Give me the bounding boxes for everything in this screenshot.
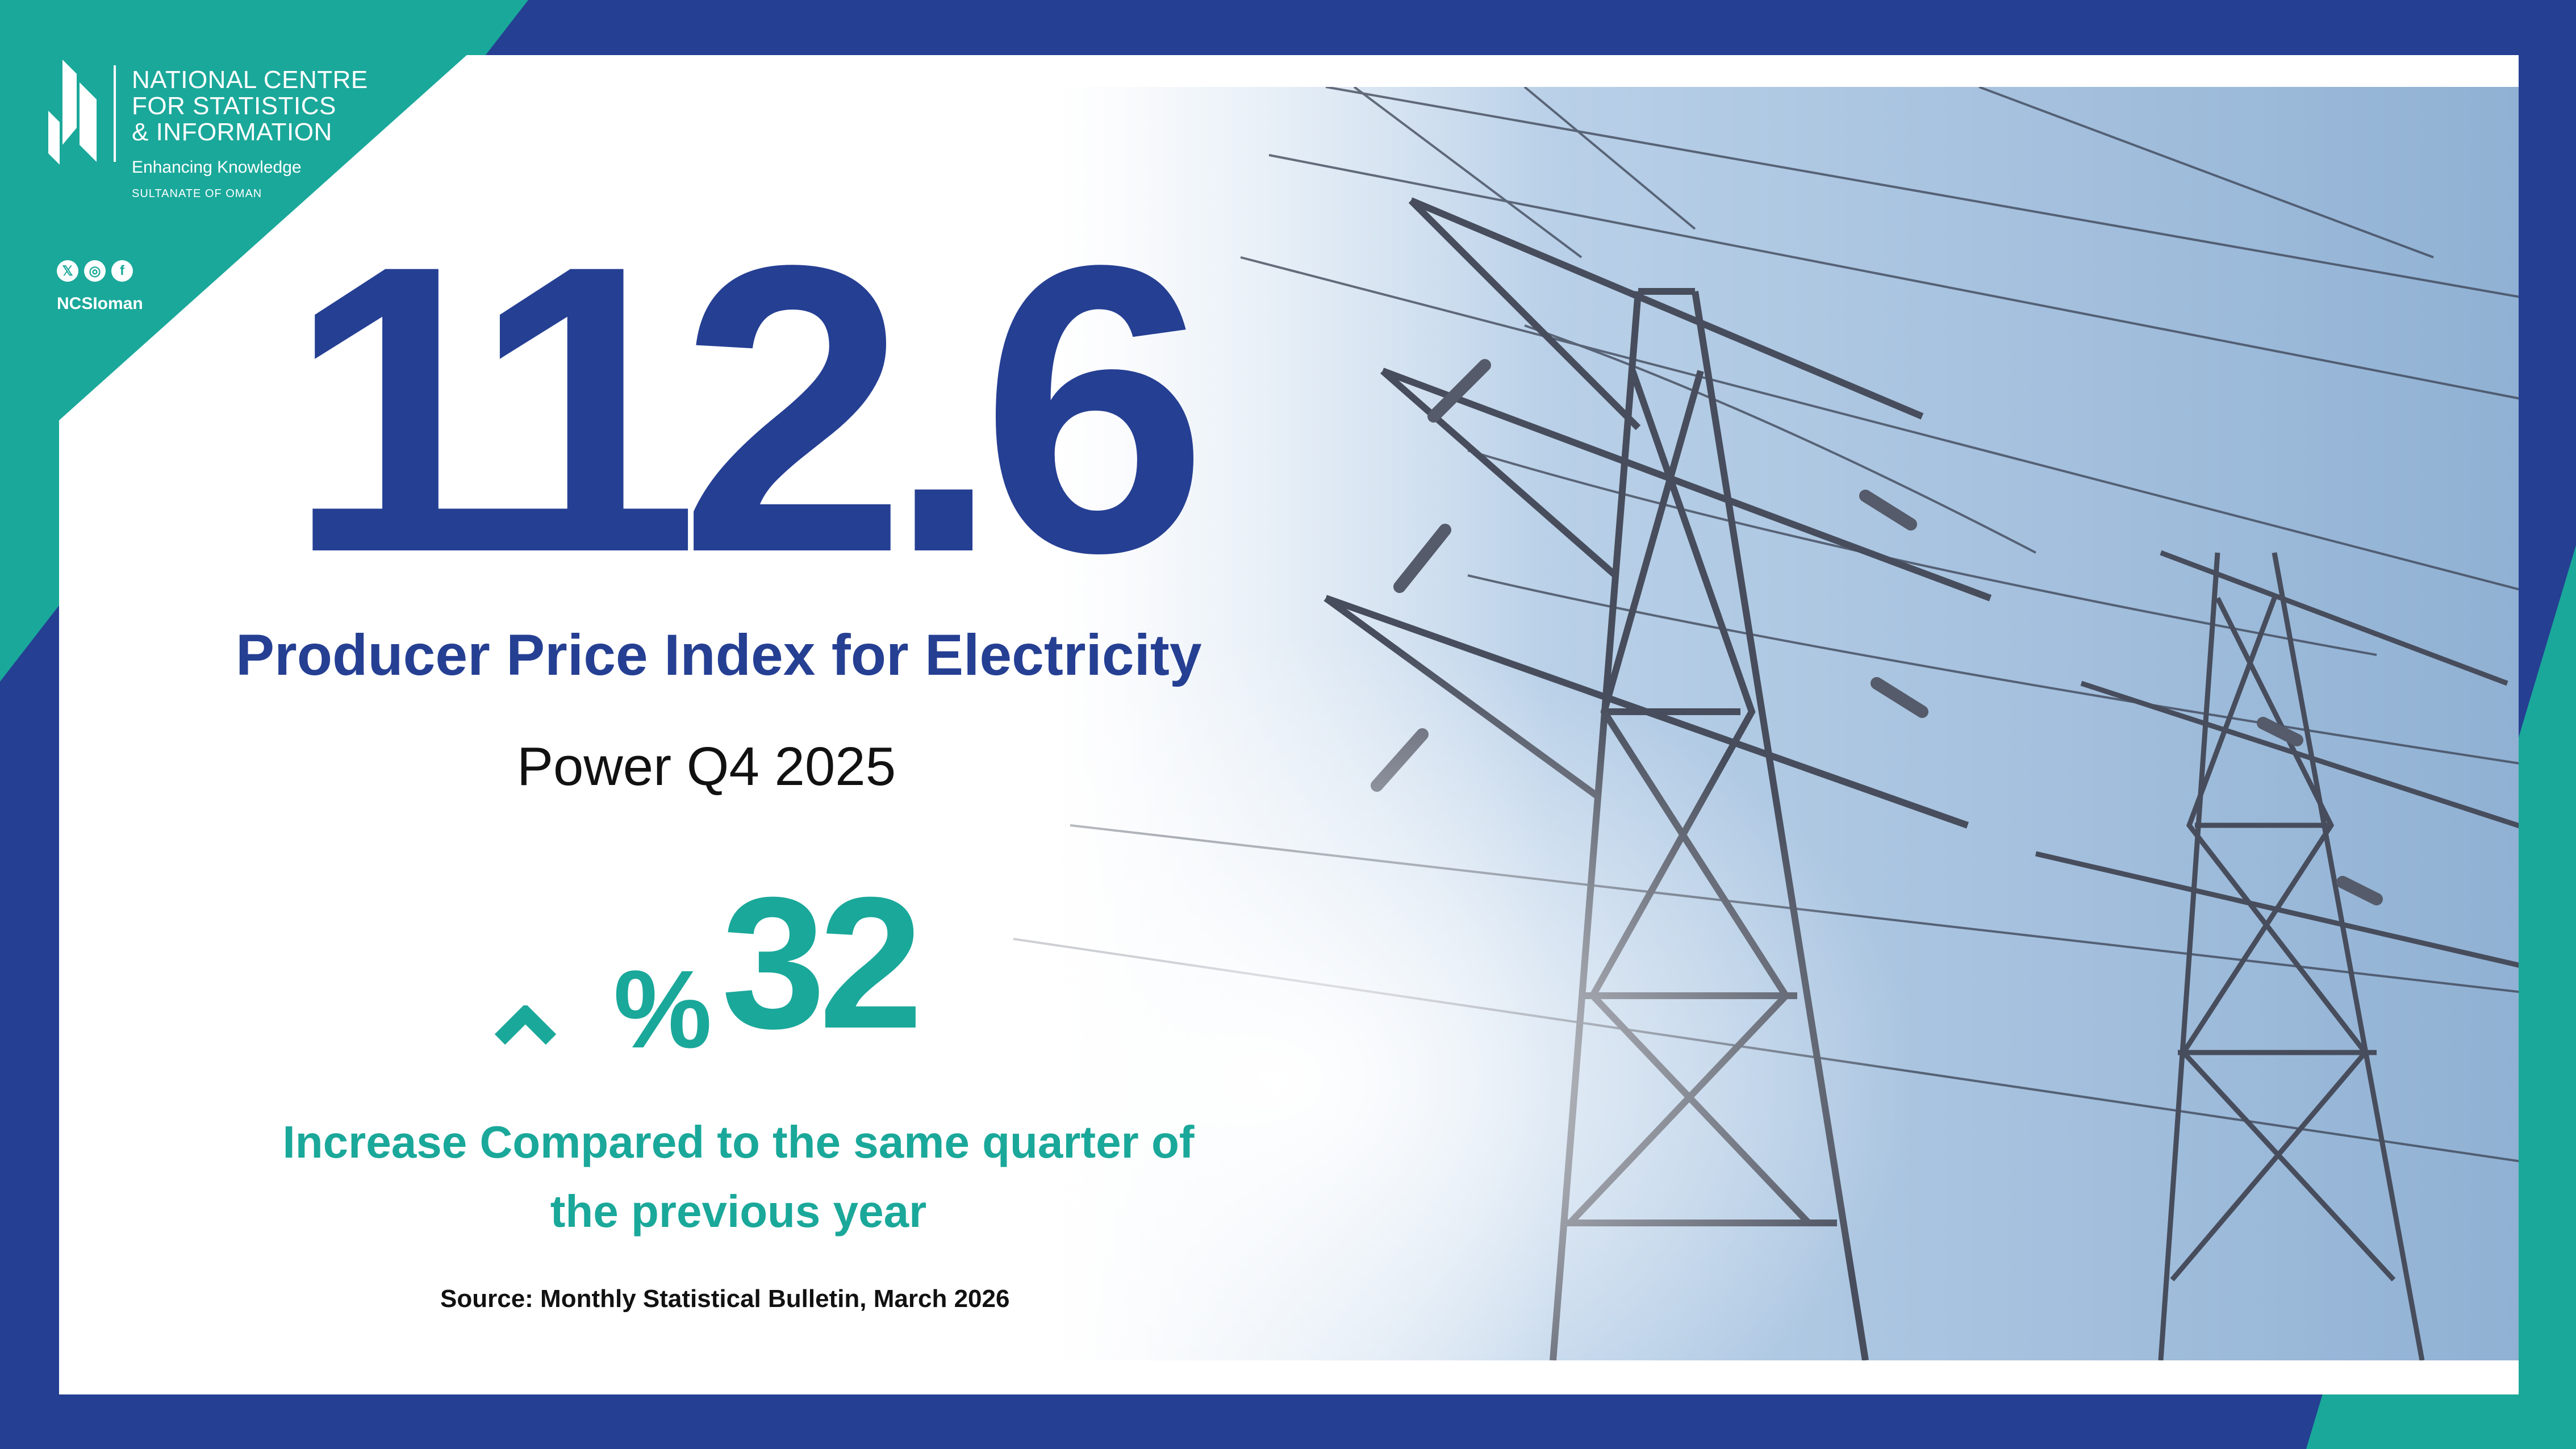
up-icon bbox=[494, 1005, 557, 1045]
change-description: Increase Compared to the same quarter of… bbox=[282, 1117, 1195, 1237]
index-title: Producer Price Index for Electricity bbox=[236, 623, 1202, 687]
index-period: Power Q4 2025 bbox=[517, 736, 896, 797]
corner-decoration bbox=[0, 0, 528, 443]
content-card bbox=[59, 55, 2519, 1394]
organization-name-line: FOR STATISTICS bbox=[132, 92, 336, 120]
organization-name-line: NATIONAL CENTRE bbox=[132, 66, 368, 94]
organization-country: SULTANATE OF OMAN bbox=[132, 187, 262, 200]
change-value: 32 bbox=[721, 858, 923, 1067]
organization-name-line: & INFORMATION bbox=[132, 118, 332, 146]
organization-name: NATIONAL CENTRE FOR STATISTICS & INFORMA… bbox=[132, 67, 368, 145]
percent-sign: % bbox=[613, 947, 712, 1071]
social-handle[interactable]: NCSIoman bbox=[57, 294, 143, 313]
social-icons: 𝕏 ◎ f bbox=[57, 260, 133, 282]
organization-tagline: Enhancing Knowledge bbox=[132, 158, 302, 177]
source-note: Source: Monthly Statistical Bulletin, Ma… bbox=[440, 1285, 1010, 1313]
instagram-icon[interactable]: ◎ bbox=[84, 260, 106, 282]
ncsi-logo-icon bbox=[48, 60, 116, 165]
power-pylons-photo bbox=[729, 87, 2519, 1360]
facebook-icon[interactable]: f bbox=[111, 260, 133, 282]
x-icon[interactable]: 𝕏 bbox=[57, 260, 78, 282]
index-value: 112.6 bbox=[287, 180, 1208, 637]
